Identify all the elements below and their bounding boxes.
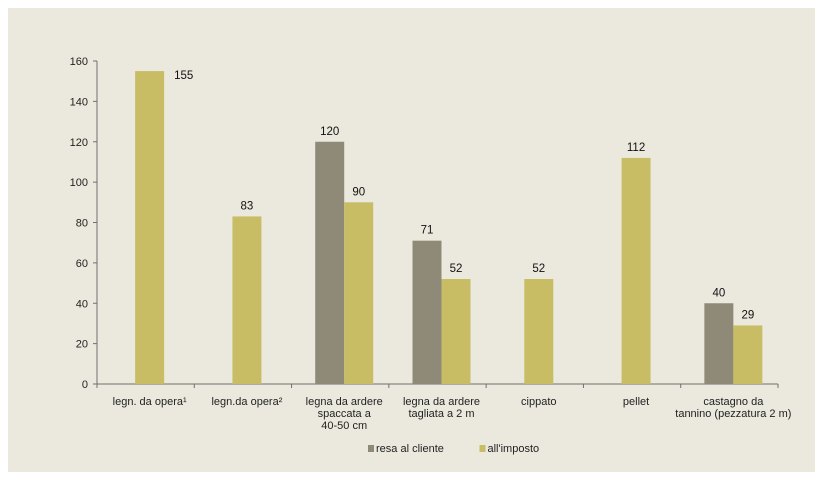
y-tick-label: 0 [82, 379, 88, 391]
y-tick-label: 20 [76, 339, 88, 351]
y-tick-label: 40 [76, 298, 88, 310]
bar-all-imposto [524, 279, 554, 384]
legend-label: resa al cliente [376, 443, 444, 455]
y-tick-label: 140 [70, 96, 88, 108]
data-label: 90 [352, 186, 365, 198]
data-label: 52 [532, 263, 545, 275]
x-tick-label: spaccata a [318, 408, 372, 420]
x-tick-label: tagliata a 2 m [408, 408, 474, 420]
data-label: 71 [421, 225, 434, 237]
bar-resa-al-cliente [412, 240, 442, 384]
data-label: 112 [627, 142, 645, 154]
legend-swatch [479, 445, 486, 452]
bar-all-imposto [733, 325, 763, 384]
data-label: 155 [174, 70, 193, 82]
bar-all-imposto [621, 157, 651, 384]
legend-swatch [368, 445, 374, 452]
bar-all-imposto [232, 216, 262, 384]
y-tick-label: 100 [70, 177, 88, 189]
data-label: 83 [241, 200, 254, 212]
legend-label: all'imposto [488, 443, 540, 455]
y-tick-label: 160 [70, 56, 88, 68]
x-tick-label: pellet [623, 396, 649, 408]
y-tick-label: 120 [70, 137, 88, 149]
data-label: 29 [741, 309, 754, 321]
data-label: 40 [712, 287, 725, 299]
data-label: 120 [320, 126, 339, 138]
x-tick-label: castagno da [703, 396, 764, 408]
x-tick-label: legn.da opera² [211, 396, 282, 408]
bar-resa-al-cliente [704, 303, 734, 384]
bar-resa-al-cliente [315, 141, 345, 384]
x-tick-label: legn. da opera¹ [113, 396, 187, 408]
x-tick-label: 40-50 cm [321, 420, 367, 432]
y-tick-label: 60 [76, 258, 88, 270]
bar-all-imposto [441, 279, 471, 384]
y-tick-label: 80 [76, 218, 88, 230]
x-tick-label: legna da ardere [306, 396, 383, 408]
bar-all-imposto [344, 202, 374, 384]
data-label: 52 [450, 263, 463, 275]
x-tick-label: legna da ardere [403, 396, 480, 408]
bar-all-imposto [135, 71, 165, 384]
x-tick-label: tannino (pezzatura 2 m) [675, 408, 791, 420]
x-tick-label: cippato [521, 396, 556, 408]
